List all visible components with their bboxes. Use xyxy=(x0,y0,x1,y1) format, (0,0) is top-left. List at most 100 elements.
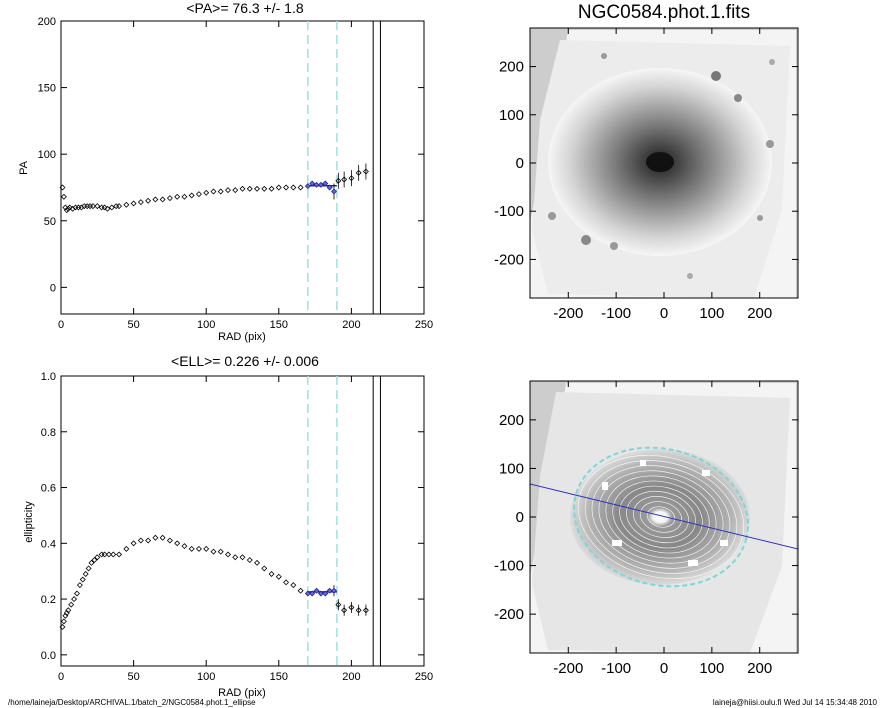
ell-data-point xyxy=(195,545,202,552)
ell-data-point xyxy=(304,590,311,597)
pa-data-point xyxy=(101,204,108,211)
pa-data-point xyxy=(225,187,231,194)
ell-data-point xyxy=(101,551,108,558)
ell-data-point xyxy=(261,565,268,572)
ell-data-point xyxy=(74,590,80,597)
isophote-contour xyxy=(584,460,738,574)
ell-xtick-label: 200 xyxy=(342,671,360,683)
ell-data-point xyxy=(123,545,130,552)
ell-data-point xyxy=(232,554,239,561)
pa-data-point xyxy=(322,180,329,187)
ell-y-axis-label: ellipticity xyxy=(23,501,35,543)
image-xtick-label: -200 xyxy=(553,660,583,677)
pa-data-point xyxy=(130,200,137,207)
ell-x-axis-label: RAD (pix) xyxy=(218,687,266,699)
isophote-contour xyxy=(612,480,710,554)
image-xtick-label: 200 xyxy=(747,660,772,677)
pa-data-point xyxy=(188,192,195,199)
image-xtick-label: -100 xyxy=(601,305,631,322)
ell-data-point xyxy=(225,551,231,558)
pa-data-point xyxy=(331,188,337,195)
pa-ytick-label: 50 xyxy=(44,216,56,228)
isophote-contour xyxy=(633,496,689,538)
ell-data-point xyxy=(68,601,75,608)
isophote-contour xyxy=(626,490,696,544)
ell-data-point xyxy=(76,582,83,589)
pa-ytick-label: 200 xyxy=(38,16,56,28)
pa-data-point xyxy=(145,197,152,204)
image-ytick-label: 100 xyxy=(499,107,524,124)
ell-data-point xyxy=(348,604,355,611)
ell-title: <ELL>= 0.226 +/- 0.006 xyxy=(171,353,319,369)
pa-data-point xyxy=(62,204,69,211)
ell-ytick-label: 0.2 xyxy=(41,594,56,606)
pa-xtick-label: 250 xyxy=(415,319,433,331)
isophote-contour xyxy=(605,475,717,559)
ell-data-point xyxy=(159,534,166,541)
pa-data-point xyxy=(89,203,96,210)
ell-ytick-label: 0.8 xyxy=(41,427,56,439)
pa-marker-lines xyxy=(307,21,381,314)
pa-x-ticks: 0 50 100 150 200 250 xyxy=(58,21,433,331)
pa-xtick-label: 0 xyxy=(58,319,64,331)
pa-data-point xyxy=(66,204,73,211)
image-bottom-ticks: -200 -200 -100 -100 0 0 100 100 200 200 xyxy=(494,381,798,677)
isophote-contours xyxy=(577,454,745,580)
ell-data-point xyxy=(331,587,337,594)
ell-y-ticks: 0.0 0.2 0.4 0.6 0.8 1.0 xyxy=(41,371,424,662)
isophote-contour xyxy=(646,506,676,528)
pa-y-axis-label: PA xyxy=(18,160,30,175)
ell-data-points xyxy=(59,534,369,630)
isophote-contour xyxy=(591,465,731,569)
ell-data-point xyxy=(290,582,297,589)
ell-data-point xyxy=(275,573,282,580)
ell-data-point xyxy=(59,623,66,630)
ell-data-point xyxy=(174,540,181,547)
ell-data-point xyxy=(355,607,362,614)
image-title: NGC0584.phot.1.fits xyxy=(578,2,750,23)
footer-timestamp: laineja@hiisi.oulu.fi Wed Jul 14 15:34:4… xyxy=(713,698,878,707)
pa-data-point xyxy=(309,180,316,187)
pa-plot-frame xyxy=(60,20,425,315)
ell-data-point xyxy=(188,545,195,552)
isophote-contour xyxy=(577,454,745,580)
ell-data-point xyxy=(116,551,123,558)
pa-data-point xyxy=(341,176,348,183)
pa-data-point xyxy=(268,185,275,192)
pa-data-point xyxy=(275,184,282,191)
footer-path: /home/laineja/Desktop/ARCHIVAL.1/batch_2… xyxy=(8,698,256,707)
image-ytick-label: -200 xyxy=(494,251,524,268)
ell-data-point xyxy=(326,587,333,594)
pa-data-point xyxy=(362,168,369,175)
pa-x-axis-label: RAD (pix) xyxy=(218,331,266,343)
ell-data-point xyxy=(82,571,89,577)
ell-xtick-label: 0 xyxy=(58,671,64,683)
ell-data-point xyxy=(88,559,95,566)
ell-data-point xyxy=(60,618,67,625)
pa-xtick-label: 150 xyxy=(270,319,288,331)
outer-fit-ellipse xyxy=(573,446,749,588)
image-top-ticks: -200 -200 -100 -100 0 0 100 100 200 200 xyxy=(494,28,798,322)
ell-data-point xyxy=(130,540,137,547)
ellipticity-panel: <ELL>= 0.226 +/- 0.006 0 50 100 150 200 250 0… xyxy=(23,353,433,699)
ell-data-point xyxy=(297,587,304,594)
image-ytick-label: -100 xyxy=(494,203,524,220)
pa-data-point xyxy=(60,193,67,200)
ell-data-point xyxy=(65,607,72,614)
pa-title: <PA>= 76.3 +/- 1.8 xyxy=(186,0,303,16)
image-ytick-label: 0 xyxy=(516,155,524,172)
ell-data-point xyxy=(94,554,101,561)
ell-data-point xyxy=(71,596,78,603)
pa-data-point xyxy=(59,184,66,191)
ell-data-point xyxy=(152,534,159,541)
ell-marker-lines xyxy=(307,376,381,666)
pa-data-point xyxy=(94,203,101,210)
position-angle-line xyxy=(530,483,798,550)
pa-data-point xyxy=(304,183,311,190)
ell-xtick-label: 250 xyxy=(415,671,433,683)
galaxy-image xyxy=(530,28,798,298)
pa-data-point xyxy=(174,193,181,200)
pa-data-point xyxy=(65,205,72,212)
ell-data-point xyxy=(203,545,210,552)
pa-data-point xyxy=(152,196,159,203)
